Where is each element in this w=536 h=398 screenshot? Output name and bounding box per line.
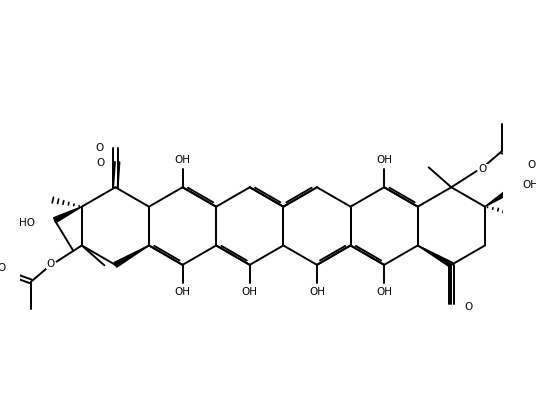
Polygon shape [485, 188, 512, 207]
Text: O: O [96, 158, 105, 168]
Text: O: O [479, 164, 487, 174]
Polygon shape [54, 207, 82, 222]
Polygon shape [418, 246, 453, 267]
Text: HO: HO [19, 218, 35, 228]
Text: O: O [46, 259, 54, 269]
Text: OH: OH [175, 155, 191, 165]
Text: OH: OH [523, 180, 536, 190]
Text: O: O [95, 144, 103, 154]
Text: OH: OH [309, 287, 325, 297]
Text: O: O [0, 263, 5, 273]
Polygon shape [114, 246, 149, 267]
Text: OH: OH [376, 287, 392, 297]
Text: O: O [527, 160, 536, 170]
Text: OH: OH [175, 287, 191, 297]
Text: O: O [464, 302, 472, 312]
Text: OH: OH [376, 155, 392, 165]
Text: OH: OH [242, 287, 258, 297]
